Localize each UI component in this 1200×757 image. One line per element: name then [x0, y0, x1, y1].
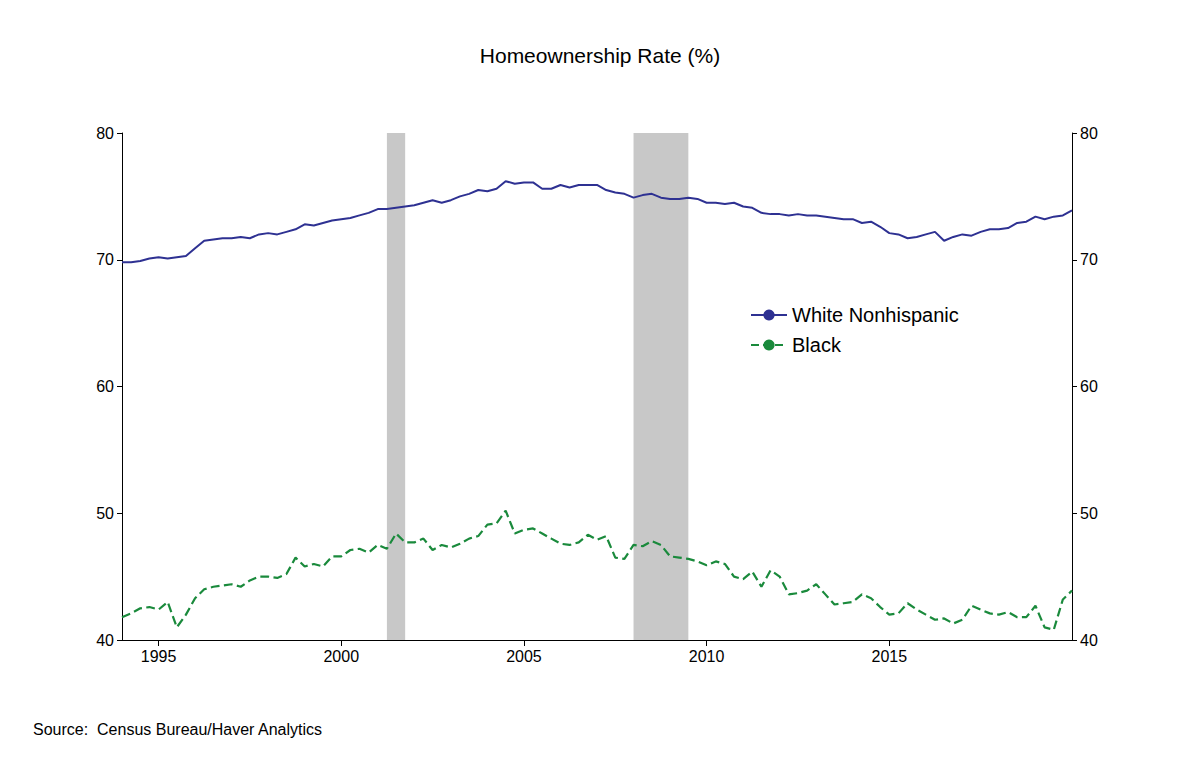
svg-text:80: 80: [1080, 125, 1098, 142]
svg-text:Black: Black: [792, 334, 842, 356]
svg-text:40: 40: [1080, 632, 1098, 649]
svg-text:70: 70: [96, 251, 114, 268]
svg-text:50: 50: [96, 505, 114, 522]
svg-text:2000: 2000: [323, 648, 359, 665]
svg-text:2005: 2005: [506, 648, 542, 665]
svg-text:40: 40: [96, 632, 114, 649]
svg-text:1995: 1995: [141, 648, 177, 665]
svg-text:2015: 2015: [872, 648, 908, 665]
svg-text:80: 80: [96, 125, 114, 142]
svg-text:2010: 2010: [689, 648, 725, 665]
svg-text:Homeownership Rate (%): Homeownership Rate (%): [480, 44, 720, 67]
svg-text:Source: Census Bureau/Haver A: Source: Census Bureau/Haver Analytics: [33, 721, 322, 738]
svg-text:White Nonhispanic: White Nonhispanic: [792, 304, 959, 326]
svg-text:50: 50: [1080, 505, 1098, 522]
svg-text:60: 60: [1080, 378, 1098, 395]
svg-text:60: 60: [96, 378, 114, 395]
svg-text:70: 70: [1080, 251, 1098, 268]
